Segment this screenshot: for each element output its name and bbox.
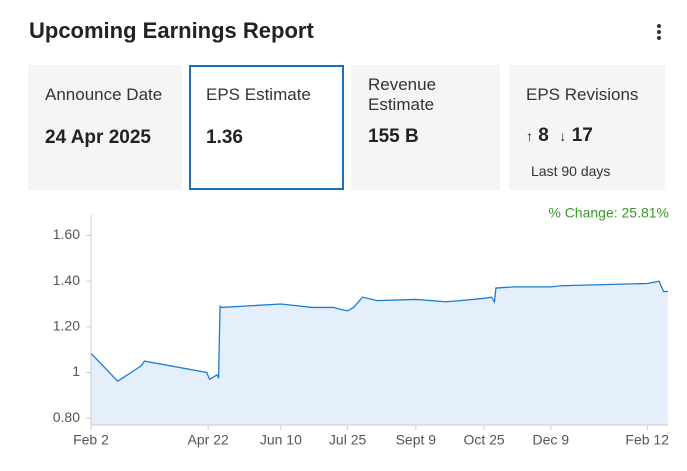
y-tick-label: 1 (72, 363, 80, 379)
card: Announce Date 24 Apr 2025 (28, 65, 182, 190)
revisions-up: 8 (538, 125, 549, 146)
x-tick-label: Oct 25 (463, 432, 504, 448)
card-value: 155 B (368, 126, 419, 147)
y-tick-label: 1.40 (53, 272, 80, 288)
card-label: EPS Estimate (206, 85, 311, 104)
chart: % Change: 25.81% 0.80 1 1.20 1.40 1.60 Feb 2 A… (53, 205, 669, 448)
title: Upcoming Earnings Report (29, 18, 314, 43)
x-tick-label: Sept 9 (396, 432, 437, 448)
card-note: Last 90 days (531, 163, 611, 179)
card-label: EPS Revisions (526, 85, 639, 104)
card[interactable]: EPS Estimate 1.36 (189, 65, 344, 190)
menu-button[interactable] (657, 24, 661, 42)
x-tick-label: Apr 22 (188, 432, 229, 448)
y-tick-label: 1.20 (53, 318, 80, 334)
x-tick-label: Jul 25 (329, 432, 367, 448)
card-value: 1.36 (206, 127, 243, 148)
card-value: 24 Apr 2025 (45, 127, 151, 148)
x-tick-label: Feb 12 (625, 432, 669, 448)
card-label: Announce Date (45, 85, 163, 104)
line (90, 280, 668, 383)
card: EPS Revisions ↑ 8 ↓ 17 Last 90 days (509, 65, 665, 190)
annotation: % Change: 25.81% (548, 205, 669, 221)
x-tick-label: Dec 9 (533, 432, 570, 448)
card: Revenue Estimate 155 B (351, 65, 500, 190)
x-tick-label: Feb 2 (73, 432, 109, 448)
x-tick-label: Jun 10 (260, 432, 302, 448)
area (91, 281, 668, 425)
card-value: ↑ 8 ↓ 17 (526, 125, 593, 146)
card-label: Revenue Estimate (368, 75, 437, 114)
y-tick-label: 0.80 (53, 409, 80, 425)
revisions-down: 17 (571, 125, 593, 146)
y-tick-label: 1.60 (53, 226, 80, 242)
